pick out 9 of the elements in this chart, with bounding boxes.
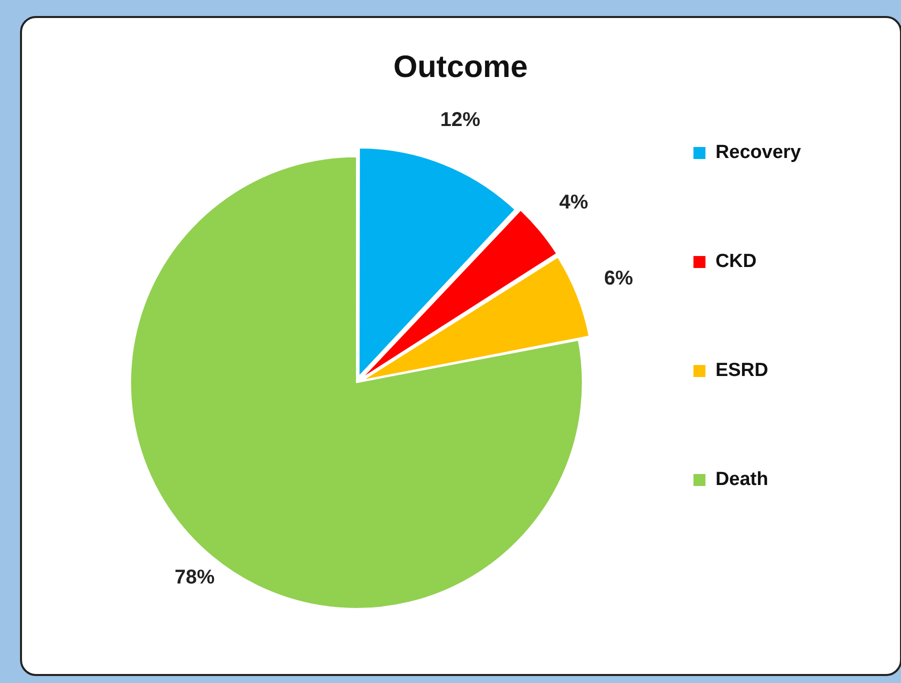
legend-label: CKD (715, 251, 757, 272)
chart-title: Outcome (393, 49, 528, 84)
legend-label: Recovery (715, 142, 802, 164)
data-label: 4% (559, 191, 588, 214)
legend-label: Death (715, 469, 768, 490)
legend-label: ESRD (715, 360, 768, 382)
data-label: 78% (174, 566, 215, 589)
data-label: 6% (604, 267, 634, 290)
data-label: 12% (440, 109, 480, 132)
